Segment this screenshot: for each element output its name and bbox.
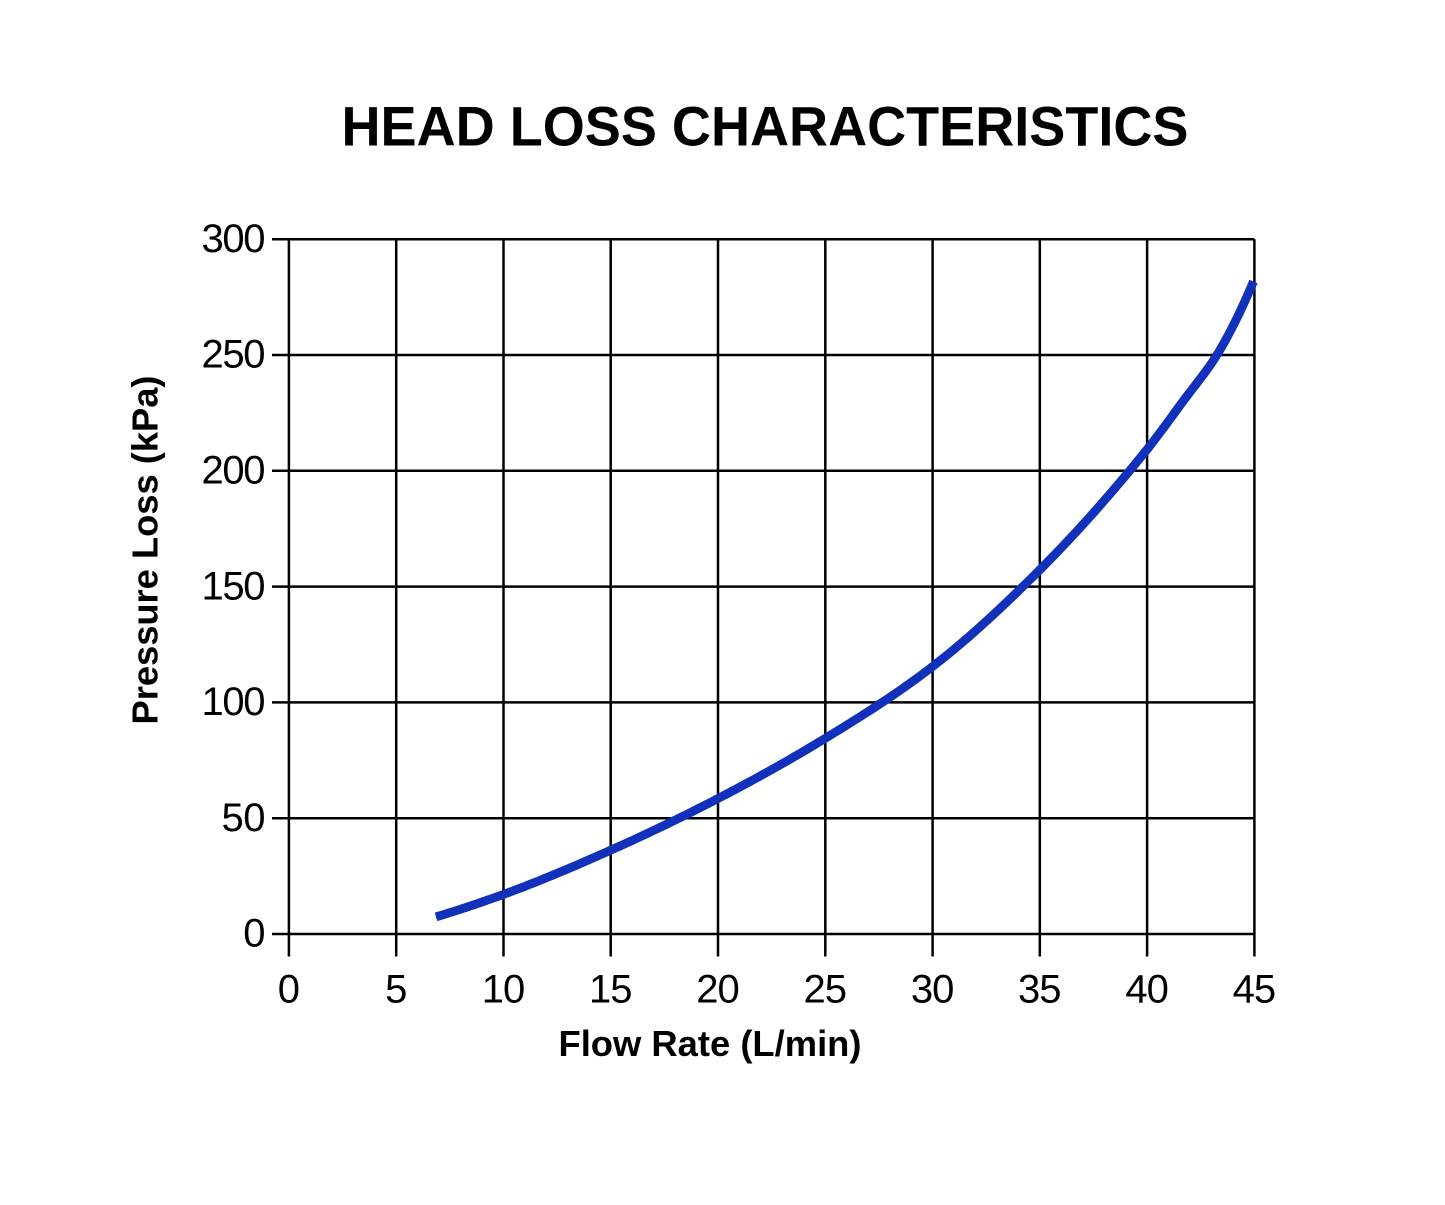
svg-text:0: 0 [243, 912, 265, 956]
svg-text:250: 250 [202, 333, 266, 377]
svg-text:100: 100 [202, 680, 266, 724]
svg-text:0: 0 [278, 968, 300, 1012]
svg-text:30: 30 [911, 968, 955, 1012]
svg-text:50: 50 [222, 796, 266, 840]
svg-text:10: 10 [482, 968, 526, 1012]
svg-text:25: 25 [804, 968, 848, 1012]
svg-text:35: 35 [1018, 968, 1062, 1012]
svg-text:HEAD LOSS CHARACTERISTICS: HEAD LOSS CHARACTERISTICS [342, 94, 1189, 157]
svg-text:200: 200 [202, 449, 266, 493]
svg-text:45: 45 [1233, 968, 1277, 1012]
svg-text:300: 300 [202, 217, 266, 261]
svg-text:15: 15 [589, 968, 633, 1012]
svg-text:Flow Rate (L/min): Flow Rate (L/min) [559, 1023, 862, 1064]
svg-text:5: 5 [385, 968, 407, 1012]
svg-text:150: 150 [202, 564, 266, 608]
svg-text:Pressure Loss (kPa): Pressure Loss (kPa) [125, 376, 166, 725]
svg-text:20: 20 [696, 968, 740, 1012]
svg-text:40: 40 [1125, 968, 1169, 1012]
